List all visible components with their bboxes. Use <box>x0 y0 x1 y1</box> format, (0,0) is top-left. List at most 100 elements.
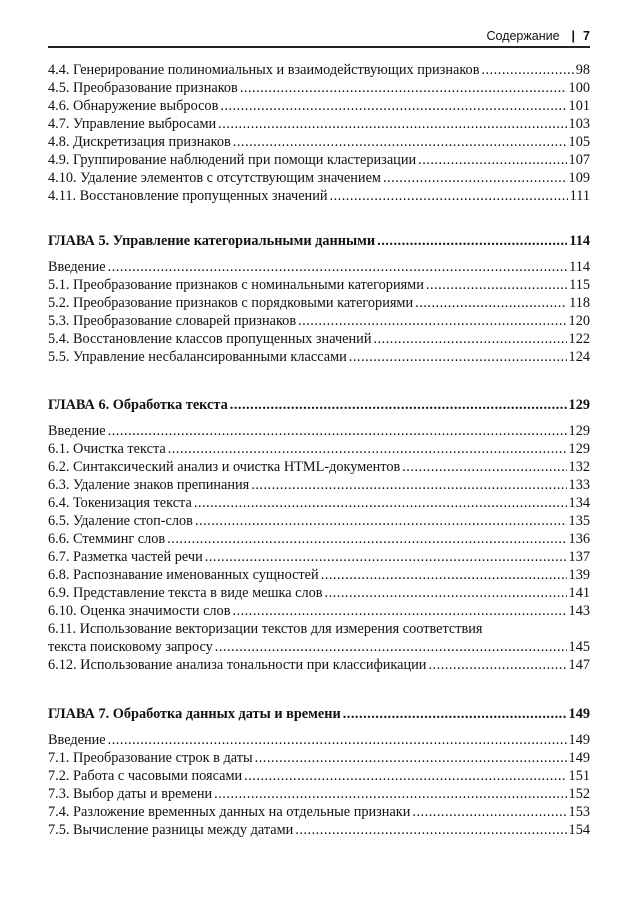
entry-page: 136 <box>568 531 590 547</box>
dot-leader <box>168 440 567 458</box>
toc-entry[interactable]: 7.2. Работа с часовыми поясами 151 <box>48 767 590 785</box>
entry-title: 5.2. Преобразование признаков с порядков… <box>48 295 414 311</box>
dot-leader <box>412 803 566 821</box>
entry-page: 120 <box>568 313 590 329</box>
entry-title: 6.3. Удаление знаков препинания <box>48 477 250 493</box>
entry-title: 4.7. Управление выбросами <box>48 116 217 132</box>
dot-leader <box>214 785 566 803</box>
dot-leader <box>232 602 566 620</box>
toc-entry[interactable]: 4.9. Группирование наблюдений при помощи… <box>48 151 590 169</box>
toc-entry[interactable]: 6.6. Стемминг слов 136 <box>48 530 590 548</box>
dot-leader <box>426 276 567 294</box>
toc-entry[interactable]: 6.5. Удаление стоп-слов 135 <box>48 512 590 530</box>
toc-section: 4.4. Генерирование полиномиальных и взаи… <box>48 61 590 205</box>
dot-leader <box>230 396 567 414</box>
entry-page: 122 <box>568 331 590 347</box>
running-header: Содержание | 7 <box>48 26 590 48</box>
dot-leader <box>383 169 567 187</box>
toc-entry[interactable]: 5.2. Преобразование признаков с порядков… <box>48 294 590 312</box>
entry-title: 7.3. Выбор даты и времени <box>48 786 213 802</box>
toc-entry[interactable]: 6.12. Использование анализа тональности … <box>48 656 590 674</box>
dot-leader <box>402 458 566 476</box>
entry-title: 4.6. Обнаружение выбросов <box>48 98 219 114</box>
entry-page: 134 <box>568 495 590 511</box>
entry-title: 5.5. Управление несбалансированными клас… <box>48 349 347 365</box>
entry-title: 6.5. Удаление стоп-слов <box>48 513 193 529</box>
entry-page: 149 <box>568 732 590 748</box>
toc-entry[interactable]: 4.8. Дискретизация признаков 105 <box>48 133 590 151</box>
toc-entry[interactable]: 7.4. Разложение временных данных на отде… <box>48 803 590 821</box>
toc-entry[interactable]: 6.11. Использование векторизации текстов… <box>48 620 590 638</box>
entry-page: 100 <box>568 80 590 96</box>
entry-page: 101 <box>568 98 590 114</box>
entry-page: 132 <box>568 459 590 475</box>
toc-entry[interactable]: текста поисковому запросу 145 <box>48 638 590 656</box>
toc-entry[interactable]: 7.3. Выбор даты и времени 152 <box>48 785 590 803</box>
entry-page: 103 <box>568 116 590 132</box>
entry-page: 129 <box>568 397 590 413</box>
header-title: Содержание <box>486 29 560 43</box>
entry-page: 98 <box>575 62 590 78</box>
toc-entry[interactable]: 4.6. Обнаружение выбросов 101 <box>48 97 590 115</box>
entry-page: 154 <box>568 822 590 838</box>
toc-entry[interactable]: 7.5. Вычисление разницы между датами 154 <box>48 821 590 839</box>
dot-leader <box>195 512 567 530</box>
entry-title: 5.1. Преобразование признаков с номиналь… <box>48 277 424 293</box>
entry-title: Введение <box>48 423 106 439</box>
entry-title: 6.10. Оценка значимости слов <box>48 603 231 619</box>
toc-entry[interactable]: Введение 149 <box>48 731 590 749</box>
entry-title: 4.4. Генерирование полиномиальных и взаи… <box>48 62 480 78</box>
entry-title: 6.8. Распознавание именованных сущностей <box>48 567 319 583</box>
entry-title: 7.1. Преобразование строк в даты <box>48 750 253 766</box>
toc-entry[interactable]: 5.5. Управление несбалансированными клас… <box>48 348 590 366</box>
toc-entry[interactable]: 5.1. Преобразование признаков с номиналь… <box>48 276 590 294</box>
dot-leader <box>108 731 567 749</box>
toc-entry[interactable]: 4.4. Генерирование полиномиальных и взаи… <box>48 61 590 79</box>
dot-leader <box>205 548 567 566</box>
toc-entry[interactable]: 6.3. Удаление знаков препинания 133 <box>48 476 590 494</box>
entry-page: 115 <box>569 277 590 293</box>
toc-entry[interactable]: 4.5. Преобразование признаков 100 <box>48 79 590 97</box>
entry-title: 6.7. Разметка частей речи <box>48 549 203 565</box>
dot-leader <box>373 330 566 348</box>
dot-leader <box>108 422 567 440</box>
toc-entry[interactable]: 6.1. Очистка текста 129 <box>48 440 590 458</box>
toc-entry[interactable]: 6.2. Синтаксический анализ и очистка HTM… <box>48 458 590 476</box>
entry-title: 6.6. Стемминг слов <box>48 531 166 547</box>
dot-leader <box>349 348 567 366</box>
toc-entry[interactable]: 6.4. Токенизация текста 134 <box>48 494 590 512</box>
dot-leader <box>343 705 567 723</box>
toc-entry[interactable]: 5.3. Преобразование словарей признаков 12… <box>48 312 590 330</box>
toc-entry[interactable]: 6.9. Представление текста в виде мешка с… <box>48 584 590 602</box>
dot-leader <box>481 61 573 79</box>
toc-entry[interactable]: Введение 129 <box>48 422 590 440</box>
dot-leader <box>255 749 567 767</box>
entry-title: Введение <box>48 732 106 748</box>
entry-page: 151 <box>568 768 590 784</box>
chapter-heading[interactable]: ГЛАВА 5. Управление категориальными данн… <box>48 232 590 250</box>
dot-leader <box>428 656 566 674</box>
toc-entry[interactable]: 4.11. Восстановление пропущенных значени… <box>48 187 590 205</box>
chapter-heading[interactable]: ГЛАВА 6. Обработка текста 129 <box>48 396 590 414</box>
toc-entry[interactable]: 4.7. Управление выбросами 103 <box>48 115 590 133</box>
toc-entry[interactable]: 6.10. Оценка значимости слов 143 <box>48 602 590 620</box>
chapter-heading[interactable]: ГЛАВА 7. Обработка данных даты и времени… <box>48 705 590 723</box>
entry-title: 7.5. Вычисление разницы между датами <box>48 822 294 838</box>
entry-page: 124 <box>568 349 590 365</box>
entry-page: 105 <box>568 134 590 150</box>
dot-leader <box>415 294 567 312</box>
toc-entry[interactable]: 7.1. Преобразование строк в даты 149 <box>48 749 590 767</box>
entry-page: 133 <box>568 477 590 493</box>
dot-leader <box>244 767 566 785</box>
toc-entry[interactable]: 5.4. Восстановление классов пропущенных … <box>48 330 590 348</box>
entry-title: 4.8. Дискретизация признаков <box>48 134 231 150</box>
entry-page: 152 <box>568 786 590 802</box>
toc-entry[interactable]: 6.8. Распознавание именованных сущностей… <box>48 566 590 584</box>
entry-title: 6.9. Представление текста в виде мешка с… <box>48 585 323 601</box>
entry-title: 7.2. Работа с часовыми поясами <box>48 768 243 784</box>
entry-page: 111 <box>569 188 590 204</box>
toc-entry[interactable]: Введение 114 <box>48 258 590 276</box>
toc-entry[interactable]: 4.10. Удаление элементов с отсутствующим… <box>48 169 590 187</box>
entry-page: 149 <box>568 706 590 722</box>
toc-entry[interactable]: 6.7. Разметка частей речи 137 <box>48 548 590 566</box>
